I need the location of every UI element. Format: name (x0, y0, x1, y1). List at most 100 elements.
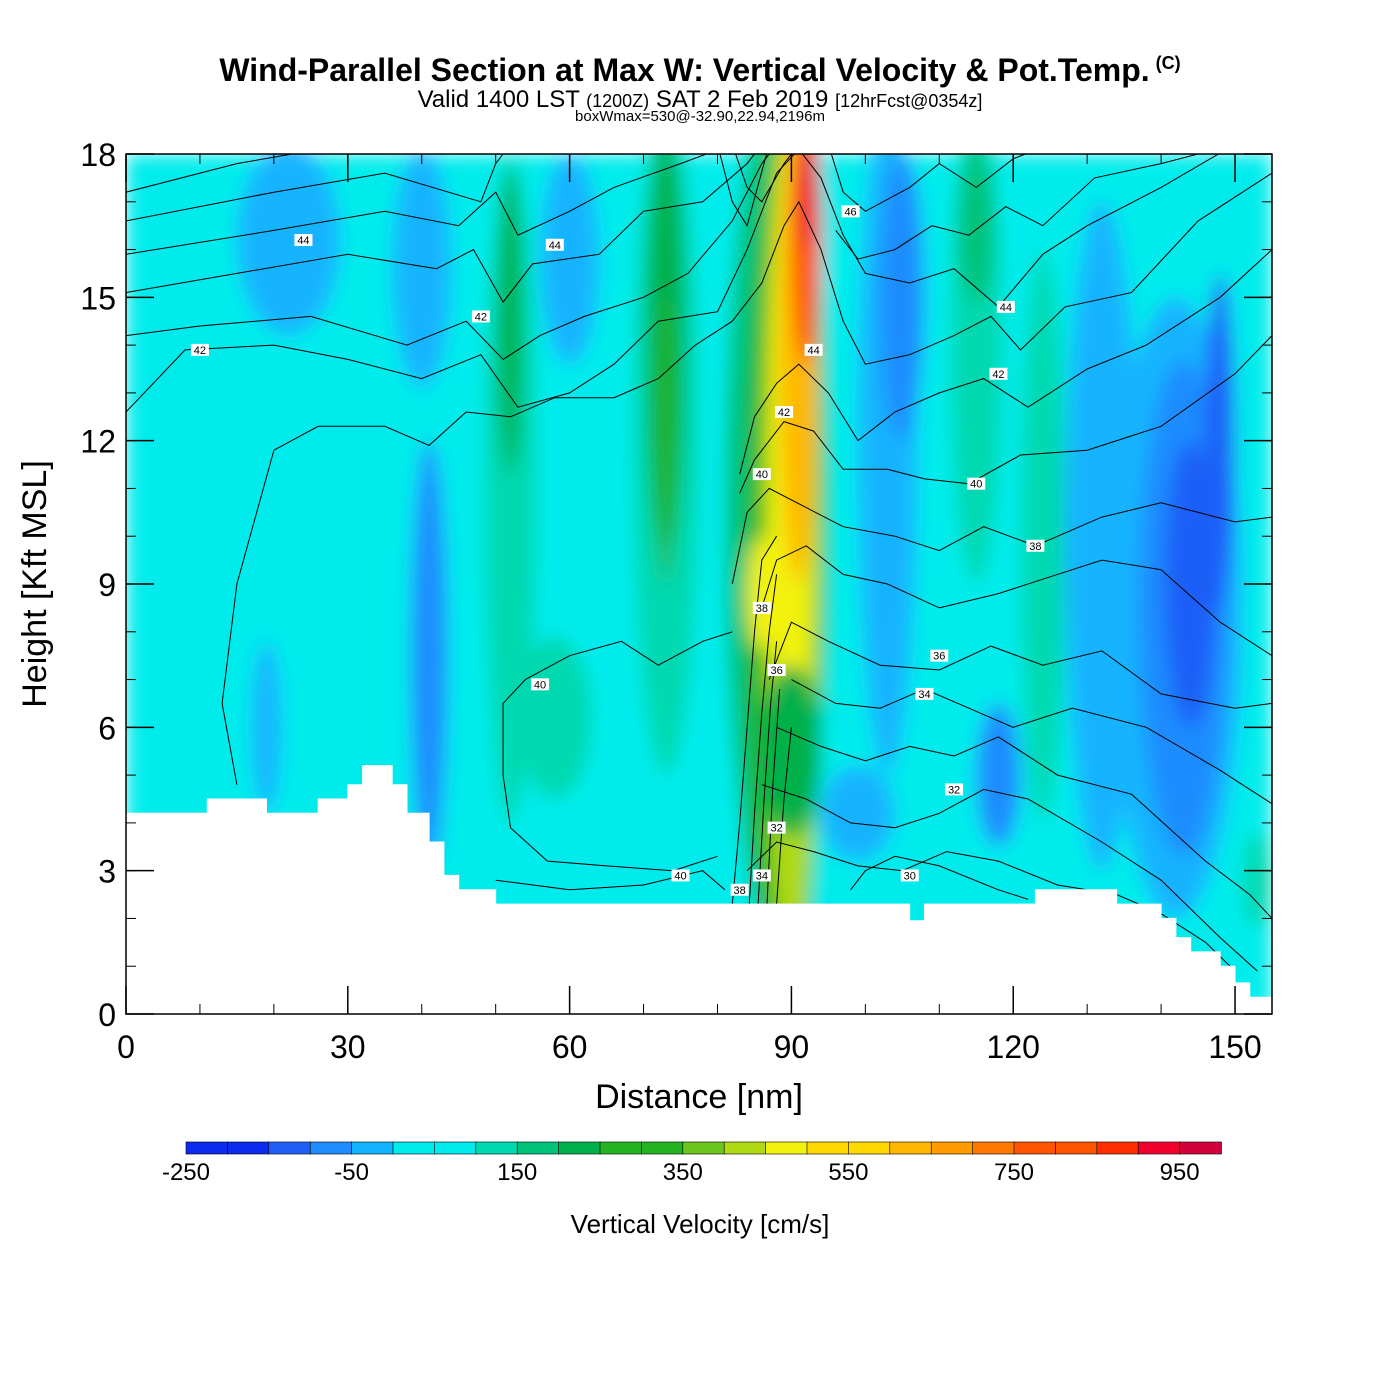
contour-label-15: 34 (918, 689, 930, 701)
colorbar-tick-label-6: 950 (1160, 1159, 1200, 1186)
contour-label-box-12 (752, 601, 771, 614)
theta-contour-10 (731, 487, 1272, 585)
theta-contour-4 (126, 154, 770, 361)
theta-contour-11 (761, 545, 1272, 657)
x-tick-label-4: 120 (987, 1029, 1040, 1065)
theta-contour-18 (495, 870, 726, 891)
w-band-4 (251, 641, 282, 814)
contour-label-box-14 (930, 649, 949, 662)
contour-label-box-2 (471, 310, 490, 323)
theta-contour-5 (126, 154, 1220, 413)
contour-label-14: 36 (933, 651, 945, 663)
y-tick-label-2: 6 (98, 710, 116, 746)
contour-label-box-4 (841, 205, 860, 218)
contour-label-box-10 (967, 477, 986, 490)
theta-contour-24 (766, 689, 781, 905)
colorbar-swatch-13 (723, 1141, 767, 1155)
colorbar-swatch-23 (1137, 1141, 1181, 1155)
terrain-mask (126, 765, 1272, 1014)
contour-label-11: 38 (1029, 541, 1041, 553)
colorbar-swatch-10 (599, 1141, 643, 1155)
theta-contour-17 (850, 855, 1029, 900)
w-band-21 (880, 154, 925, 441)
contour-label-box-9 (752, 468, 771, 481)
contour-label-17: 32 (948, 784, 960, 796)
w-band-30 (976, 703, 1021, 847)
chart-title: Wind-Parallel Section at Max W: Vertical… (219, 52, 1181, 88)
contour-label-box-15 (915, 687, 934, 700)
colorbar-swatch-18 (930, 1141, 974, 1155)
theta-contour-28 (830, 154, 1027, 212)
contour-label-box-8 (989, 367, 1008, 380)
x-tick-label-1: 30 (330, 1029, 366, 1065)
x-tick-label-2: 60 (552, 1029, 588, 1065)
contour-label-21: 34 (756, 870, 768, 882)
w-band-1 (392, 154, 452, 389)
colorbar-swatch-20 (1013, 1141, 1057, 1155)
theta-contour-13 (791, 679, 1272, 805)
contour-label-6: 44 (1000, 302, 1012, 314)
y-tick-label-1: 3 (98, 854, 116, 890)
w-band-32 (1242, 832, 1272, 928)
contour-label-box-3 (190, 343, 209, 356)
w-band-28 (1164, 440, 1217, 728)
w-band-6 (498, 168, 523, 475)
theta-contour-22 (748, 574, 778, 905)
contour-label-box-13 (767, 664, 786, 676)
w-band-18 (761, 665, 821, 838)
colorbar-swatch-21 (1055, 1141, 1098, 1155)
theta-contour-labels: 44 44 42 42 46 44 44 42 42 40 40 38 38 36 36 34 40 32 32 30… (190, 205, 1045, 897)
contour-label-8: 42 (992, 369, 1004, 381)
colorbar-label: Vertical Velocity [cm/s] (571, 1209, 830, 1239)
contour-label-5: 44 (807, 345, 819, 357)
w-band-24 (1020, 249, 1065, 823)
colorbar-swatch-24 (1179, 1141, 1222, 1155)
theta-contour-6 (273, 172, 1272, 451)
theta-contour-15 (761, 784, 1258, 972)
w-band-3 (410, 440, 448, 871)
theta-contour-21 (731, 535, 778, 905)
colorbar-swatch-17 (889, 1141, 932, 1155)
contour-label-22: 38 (734, 885, 746, 897)
theta-contour-29 (835, 154, 1201, 260)
terrain-outline (126, 765, 1272, 1014)
contour-label-18: 32 (771, 823, 783, 835)
theta-contour-3 (126, 154, 756, 304)
contour-label-9: 40 (756, 469, 768, 481)
contour-label-12: 38 (756, 603, 768, 615)
w-band-2 (540, 154, 600, 365)
chart-subtitle: Valid 1400 LST (1200Z) SAT 2 Feb 2019 [1… (417, 86, 983, 113)
colorbar-swatch-11 (641, 1141, 684, 1155)
colorbar-swatch-5 (392, 1141, 436, 1155)
w-band-29 (1205, 273, 1236, 608)
contour-label-box-16 (531, 678, 550, 691)
theta-contour-14 (776, 726, 1272, 919)
colorbar-swatch-22 (1096, 1141, 1140, 1155)
contour-label-box-7 (775, 406, 794, 418)
theta-contour-26 (719, 154, 768, 227)
contour-label-0: 44 (297, 235, 309, 247)
colorbar: -250 -50 150 350 550 750 950 Vertical Velocity … (162, 1141, 1222, 1239)
contour-label-box-5 (804, 343, 823, 356)
colorbar-tick-label-0: -250 (162, 1159, 210, 1186)
contour-label-3: 42 (194, 345, 206, 357)
colorbar-swatch-6 (434, 1141, 477, 1155)
contour-label-13: 36 (771, 665, 783, 677)
contour-label-box-19 (900, 869, 919, 882)
colorbar-swatch-19 (972, 1141, 1015, 1155)
theta-contour-12 (768, 621, 1272, 709)
colorbar-tick-label-3: 350 (663, 1159, 703, 1186)
theta-contour-27 (735, 154, 793, 203)
x-tick-label-0: 0 (117, 1029, 135, 1065)
y-axis-label: Height [Kft MSL] (16, 460, 54, 708)
colorbar-swatch-7 (475, 1141, 518, 1155)
colorbar-tick-label-1: -50 (334, 1159, 369, 1186)
y-tick-label-0: 0 (98, 997, 116, 1033)
colorbar-swatch-8 (516, 1141, 560, 1155)
contour-label-box-1 (545, 238, 564, 251)
w-band-0 (236, 154, 341, 336)
y-tick-label-4: 12 (80, 424, 116, 460)
theta-contour-20 (525, 631, 733, 681)
colorbar-swatch-4 (351, 1141, 394, 1155)
